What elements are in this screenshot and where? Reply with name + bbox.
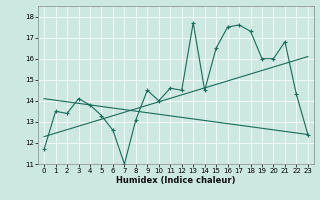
X-axis label: Humidex (Indice chaleur): Humidex (Indice chaleur)	[116, 176, 236, 185]
